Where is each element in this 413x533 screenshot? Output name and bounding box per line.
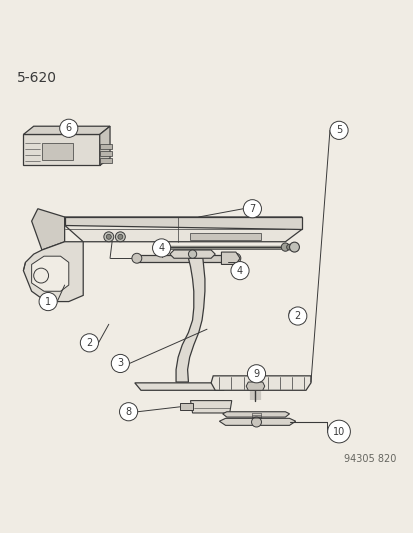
Circle shape: [247, 365, 265, 383]
Polygon shape: [64, 217, 301, 229]
Circle shape: [230, 262, 249, 280]
Circle shape: [80, 334, 98, 352]
Polygon shape: [135, 383, 229, 390]
Polygon shape: [23, 134, 100, 165]
Polygon shape: [100, 126, 110, 165]
Text: 2: 2: [294, 311, 300, 321]
Circle shape: [119, 402, 138, 421]
Polygon shape: [64, 217, 301, 242]
Polygon shape: [31, 256, 69, 291]
Circle shape: [33, 268, 48, 283]
Polygon shape: [211, 376, 310, 390]
Polygon shape: [42, 143, 73, 160]
Circle shape: [59, 119, 78, 138]
Circle shape: [132, 253, 142, 263]
Text: 6: 6: [66, 123, 72, 133]
Polygon shape: [219, 418, 295, 425]
Polygon shape: [137, 255, 235, 262]
Text: 3: 3: [117, 359, 123, 368]
Circle shape: [288, 307, 306, 325]
Polygon shape: [180, 403, 192, 410]
Circle shape: [230, 253, 240, 263]
Text: 5-620: 5-620: [17, 70, 57, 85]
Circle shape: [152, 239, 170, 257]
Polygon shape: [246, 382, 264, 390]
Circle shape: [280, 243, 289, 251]
Polygon shape: [100, 158, 112, 163]
Circle shape: [104, 232, 114, 242]
Polygon shape: [222, 411, 289, 417]
Text: 5: 5: [335, 125, 341, 135]
Circle shape: [286, 244, 292, 250]
Circle shape: [243, 200, 261, 218]
Polygon shape: [23, 242, 83, 302]
Polygon shape: [100, 151, 112, 156]
Polygon shape: [190, 233, 260, 240]
Circle shape: [251, 417, 261, 427]
Text: 4: 4: [158, 243, 164, 253]
Circle shape: [327, 420, 349, 443]
Circle shape: [329, 122, 347, 140]
Circle shape: [111, 354, 129, 373]
Circle shape: [188, 250, 196, 259]
Circle shape: [106, 235, 111, 239]
Polygon shape: [221, 252, 240, 264]
Text: 8: 8: [125, 407, 131, 417]
Circle shape: [39, 293, 57, 311]
Polygon shape: [176, 259, 204, 382]
Circle shape: [115, 232, 125, 242]
Text: 2: 2: [86, 338, 93, 348]
Text: 10: 10: [332, 426, 344, 437]
Polygon shape: [169, 250, 215, 259]
Polygon shape: [23, 126, 110, 134]
Text: 7: 7: [249, 204, 255, 214]
Polygon shape: [31, 209, 64, 250]
Text: 94305 820: 94305 820: [344, 454, 396, 464]
Polygon shape: [190, 401, 231, 413]
Circle shape: [118, 235, 123, 239]
Text: 9: 9: [253, 369, 259, 379]
Text: 1: 1: [45, 296, 51, 306]
Polygon shape: [100, 144, 112, 149]
Text: 4: 4: [236, 265, 242, 276]
Circle shape: [289, 242, 299, 252]
